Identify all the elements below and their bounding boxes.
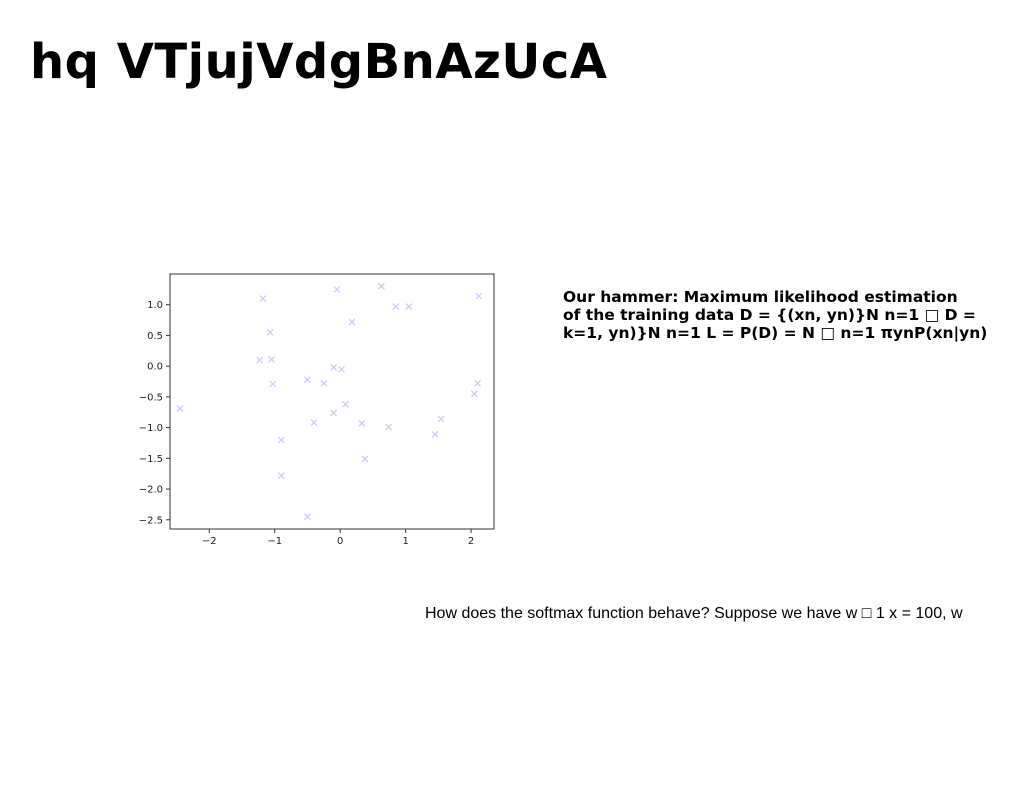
scatter-point [377,282,385,290]
scatter-point [470,390,478,398]
scatter-point [320,379,328,387]
scatter-point [268,355,275,363]
scatter-point [437,415,445,423]
x-tick-label: −2 [202,536,217,547]
scatter-point [259,295,267,303]
scatter-point [392,303,400,310]
x-tick-label: −1 [267,536,282,547]
scatter-point [341,400,349,408]
y-tick-label: −1.5 [139,454,163,465]
softmax-question: How does the softmax function behave? Su… [425,605,963,622]
scatter-point [330,409,338,417]
y-tick-label: −0.5 [139,392,163,403]
mle-paragraph: Our hammer: Maximum likelihood estimatio… [563,288,1018,342]
y-tick-label: −1.0 [139,423,163,434]
paragraph-line: Our hammer: Maximum likelihood estimatio… [563,288,958,306]
y-tick-label: 0.5 [147,331,163,342]
scatter-point [277,436,285,444]
scatter-point [304,513,311,521]
scatter-point [333,285,341,293]
scatter-point [304,376,311,384]
scatter-point [475,292,483,300]
x-tick-label: 2 [468,536,474,547]
scatter-point [358,419,366,427]
scatter-point [474,379,482,387]
scatter-point [310,419,318,427]
y-tick-label: −2.0 [139,485,163,496]
scatter-plot: −2 −1 0 1 2 1.0 0.5 0.0 −0.5 −1.0 −1.5 −2.0 −2.5 [130,262,510,552]
slide-title: hq VTjujVdgBnAzUcA [30,34,608,90]
x-tick-label: 1 [402,536,408,547]
y-tick-label: 1.0 [147,300,163,311]
scatter-point [385,423,393,431]
scatter-point [431,430,439,438]
scatter-chart-svg: −2 −1 0 1 2 1.0 0.5 0.0 −0.5 −1.0 −1.5 −2.0 −2.5 [139,273,495,547]
scatter-point [266,328,274,336]
scatter-point [405,303,413,310]
paragraph-line: of the training data D = {(xn, yn)}N n=1… [563,306,976,324]
y-tick-label: −2.5 [139,515,163,526]
scatter-point [277,472,285,479]
plot-frame [169,273,495,530]
scatter-point [330,363,338,371]
y-tick-label: 0.0 [147,362,163,373]
scatter-point [361,455,369,463]
scatter-point [269,380,277,388]
scatter-point [338,365,345,373]
scatter-point [348,318,356,326]
paragraph-line: k=1, yn)}N n=1 L = P(D) = N □ n=1 πynP(x… [563,324,988,342]
scatter-point [176,405,184,412]
x-tick-label: 0 [337,536,343,547]
scatter-point [256,356,264,364]
